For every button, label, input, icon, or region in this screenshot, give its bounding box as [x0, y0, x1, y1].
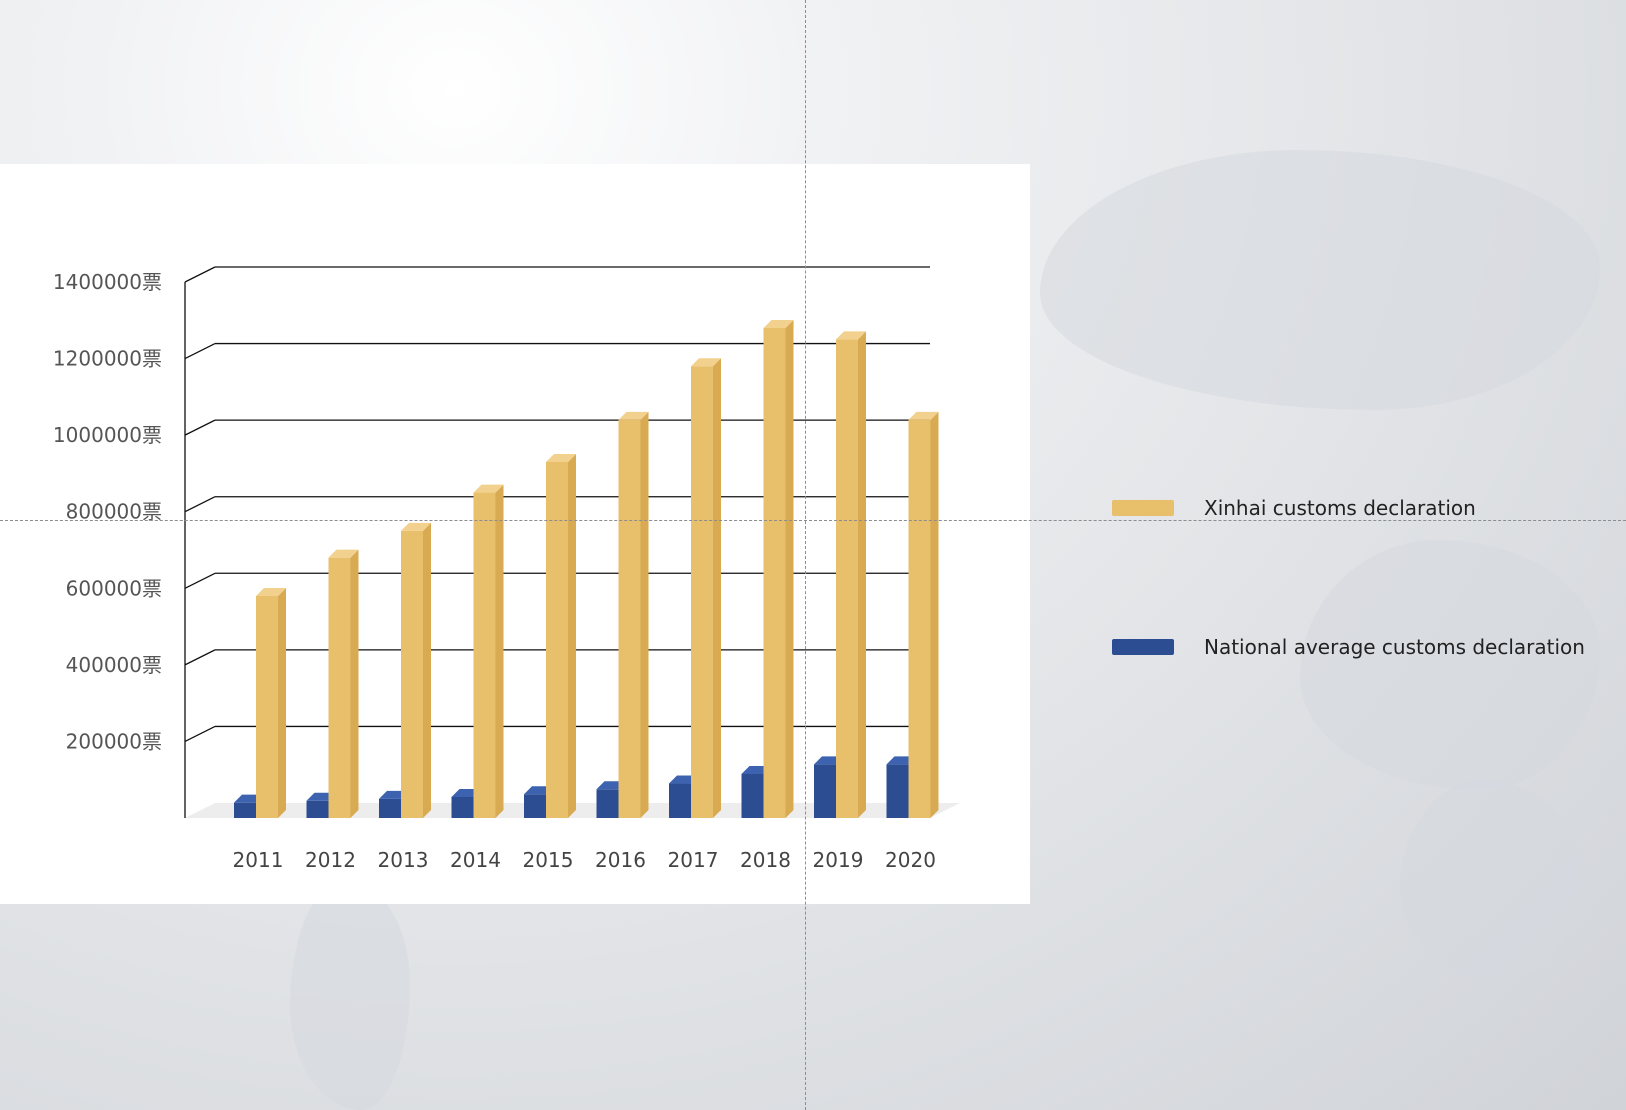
- bar-xinhai-top: [473, 484, 504, 493]
- bar-xinhai-top: [691, 358, 721, 367]
- map-landmass-east: [1300, 540, 1600, 790]
- x-tick-label: 2011: [233, 848, 284, 872]
- bar-xinhai-top: [618, 411, 649, 420]
- bar-national: [524, 794, 546, 818]
- bar-national: [234, 802, 256, 818]
- bar-xinhai-side: [713, 358, 721, 818]
- x-tick-label: 2017: [668, 848, 719, 872]
- bar-national: [669, 783, 691, 818]
- bar-xinhai-top: [836, 331, 866, 340]
- bar-xinhai-side: [423, 522, 431, 818]
- bar-xinhai: [328, 557, 351, 818]
- bar-xinhai-side: [858, 331, 866, 818]
- bar-xinhai: [763, 327, 786, 818]
- bar-national: [886, 764, 909, 818]
- bar-xinhai-side: [640, 411, 649, 818]
- y-tick-label: 800000票: [66, 500, 162, 524]
- legend-item-national: National average customs declaration: [1112, 635, 1585, 659]
- bar-xinhai: [618, 419, 641, 818]
- bar-national: [814, 764, 836, 818]
- x-tick-label: 2013: [378, 848, 429, 872]
- gridline-diagonal: [184, 725, 216, 743]
- horizontal-guide-line: [0, 520, 1626, 521]
- map-landmass-north: [1040, 150, 1600, 410]
- x-tick-label: 2019: [813, 848, 864, 872]
- bar-xinhai: [256, 595, 278, 818]
- legend-swatch-xinhai: [1112, 500, 1174, 516]
- gridline-diagonal: [184, 266, 216, 283]
- bar-xinhai-side: [568, 453, 576, 818]
- bar-national: [451, 796, 474, 818]
- y-tick-label: 1000000票: [53, 423, 162, 447]
- map-landmass-southeast: [1400, 780, 1580, 980]
- legend-label-xinhai: Xinhai customs declaration: [1204, 496, 1476, 520]
- bar-xinhai-top: [908, 411, 939, 420]
- bar-xinhai-side: [278, 587, 286, 818]
- x-tick-label: 2018: [740, 848, 791, 872]
- y-tick-label: 1200000票: [53, 347, 162, 371]
- gridline-diagonal: [184, 572, 216, 589]
- gridline-diagonal: [184, 496, 216, 513]
- bar-xinhai-side: [350, 549, 359, 818]
- bar-xinhai: [401, 530, 423, 818]
- vertical-guide-line: [805, 0, 806, 1110]
- bar-xinhai-side: [785, 319, 794, 818]
- bar-xinhai: [908, 419, 931, 818]
- gridline-diagonal: [184, 419, 216, 436]
- legend-swatch-national: [1112, 639, 1174, 655]
- bar-xinhai: [473, 492, 496, 818]
- legend-item-xinhai: Xinhai customs declaration: [1112, 496, 1476, 520]
- bar-national: [379, 798, 401, 818]
- bar-xinhai: [836, 339, 858, 818]
- y-tick-label: 200000票: [66, 729, 162, 753]
- x-tick-label: 2014: [450, 848, 501, 872]
- bar-xinhai-top: [256, 587, 286, 596]
- legend-label-national: National average customs declaration: [1204, 635, 1585, 659]
- bar-national: [306, 800, 329, 818]
- bar-xinhai: [691, 366, 713, 818]
- x-tick-label: 2016: [595, 848, 646, 872]
- bar-xinhai: [546, 461, 568, 818]
- bar-chart: 1400000票 1200000票 1000000票 800000票 600000票 40…: [53, 266, 960, 872]
- x-tick-label: 2015: [523, 848, 574, 872]
- bar-xinhai-top: [546, 453, 576, 462]
- chart-panel: 1400000票 1200000票 1000000票 800000票 600000票 40…: [0, 164, 1030, 904]
- y-tick-label: 600000票: [66, 576, 162, 600]
- bar-xinhai-side: [930, 411, 939, 818]
- bar-xinhai-top: [401, 522, 431, 531]
- gridline-diagonal: [184, 342, 216, 360]
- map-landmass-south: [290, 880, 410, 1110]
- y-tick-label: 400000票: [66, 653, 162, 677]
- gridline-diagonal: [184, 649, 216, 666]
- bar-xinhai-side: [495, 484, 504, 818]
- x-tick-label: 2012: [305, 848, 356, 872]
- bar-national: [596, 789, 619, 818]
- x-tick-label: 2020: [885, 848, 936, 872]
- bar-national: [741, 773, 764, 818]
- bar-xinhai-top: [763, 319, 794, 328]
- bar-xinhai-top: [328, 549, 359, 558]
- y-tick-label: 1400000票: [53, 270, 162, 294]
